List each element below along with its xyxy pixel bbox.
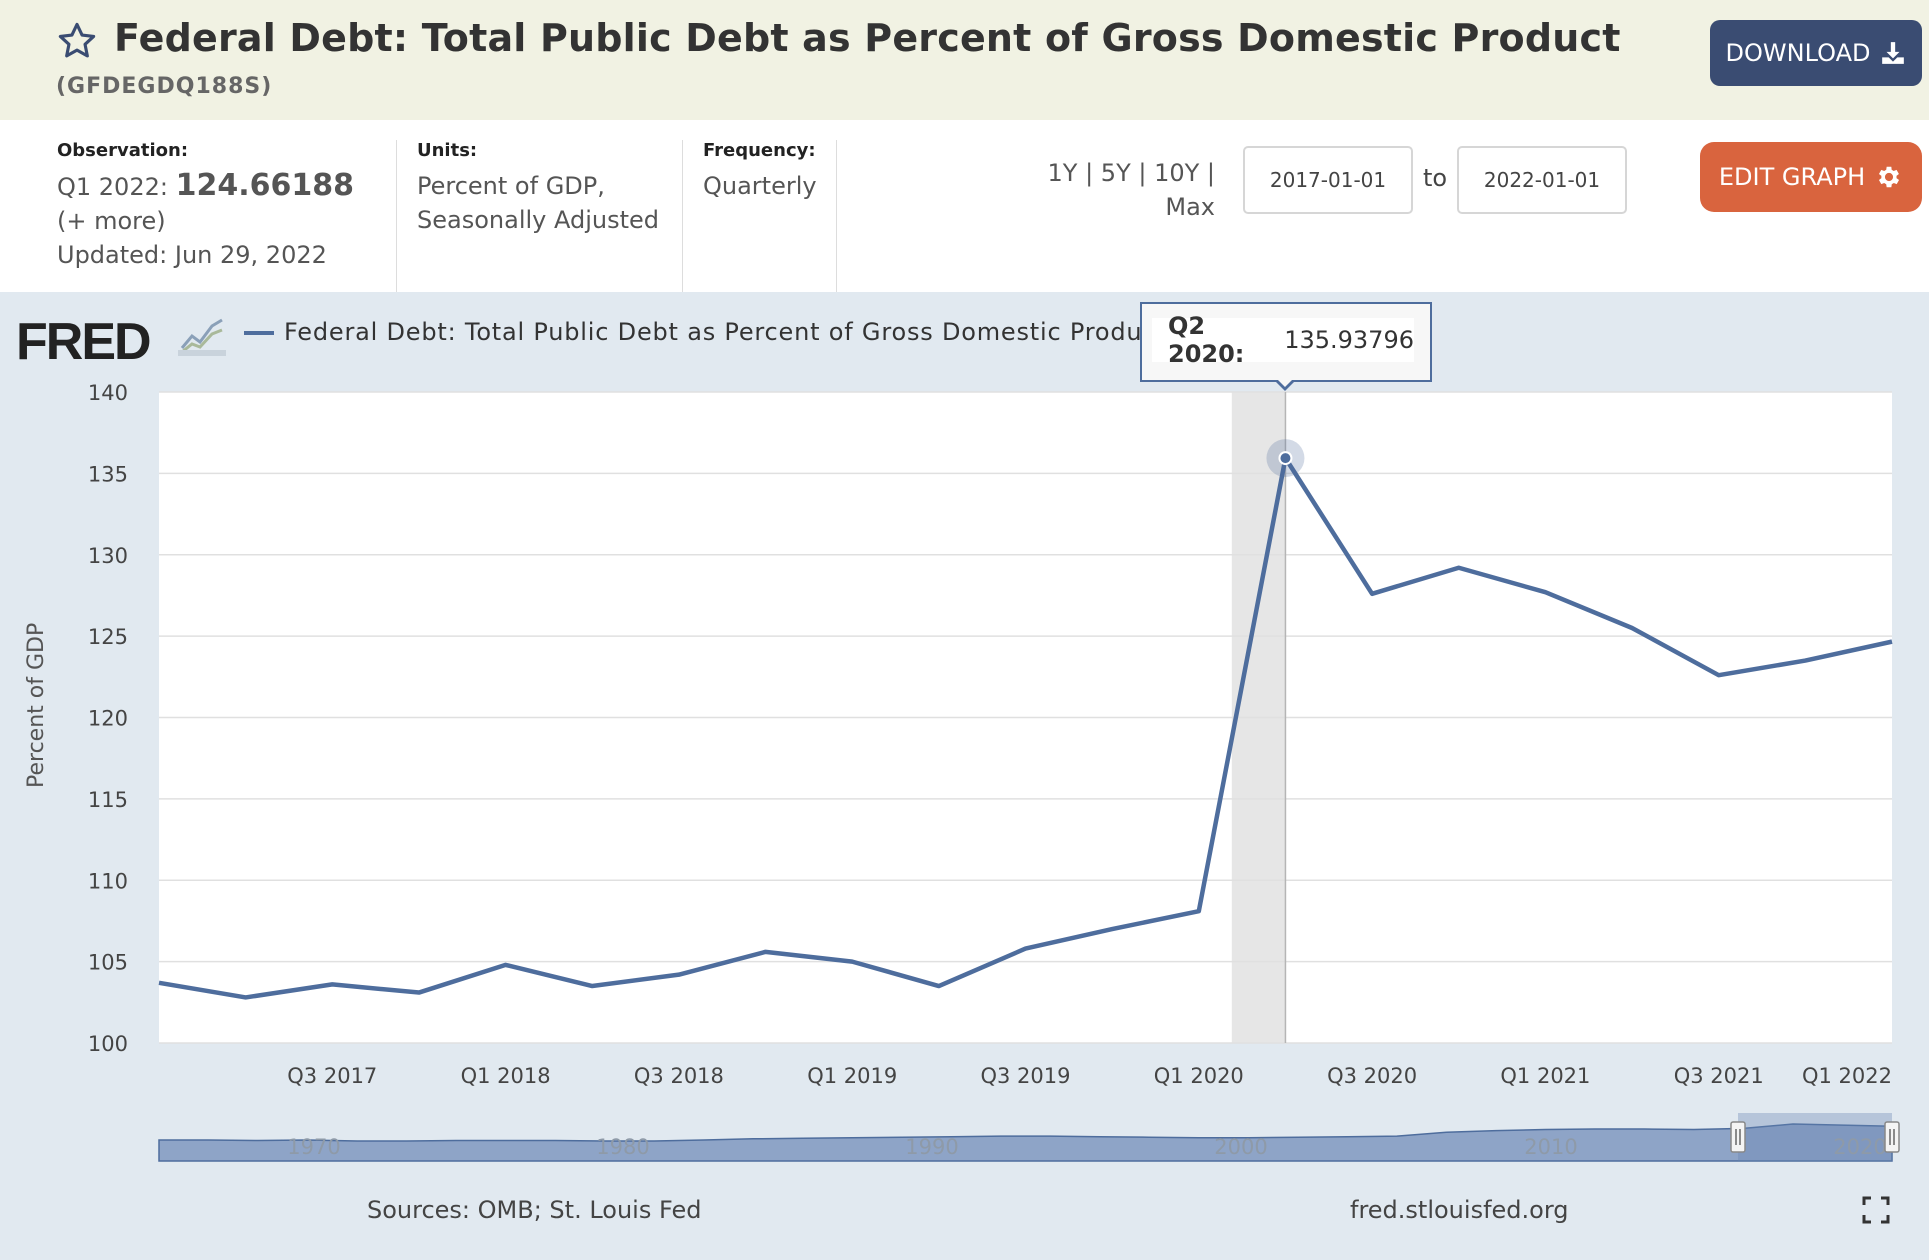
x-tick-label: Q1 2021 <box>1500 1064 1590 1088</box>
y-tick-label: 130 <box>88 544 128 568</box>
hover-point <box>1278 451 1293 466</box>
more-link[interactable]: (+ more) <box>57 207 166 235</box>
units-line-1: Percent of GDP, <box>417 172 605 200</box>
navigator-tick-label: 2020 <box>1833 1135 1886 1159</box>
y-tick-label: 125 <box>88 625 128 649</box>
gear-icon <box>1879 166 1900 188</box>
observation-row: Q1 2022: 124.66188 <box>57 169 354 204</box>
observation-label: Observation: <box>57 140 189 161</box>
navigator-right-handle[interactable] <box>1884 1121 1900 1153</box>
end-date-input[interactable]: 2022-01-01 <box>1457 146 1627 214</box>
to-label: to <box>1423 164 1448 192</box>
download-button[interactable]: DOWNLOAD <box>1710 20 1922 86</box>
star-icon[interactable] <box>56 20 98 62</box>
navigator-tick-label: 1980 <box>596 1135 649 1159</box>
download-label: DOWNLOAD <box>1725 39 1871 67</box>
x-tick-label: Q3 2018 <box>634 1064 724 1088</box>
fred-logo[interactable]: FRED <box>16 313 152 371</box>
units-label: Units: <box>417 140 478 161</box>
y-tick-label: 110 <box>88 869 128 893</box>
navigator-selection <box>1738 1113 1892 1161</box>
y-tick-label: 115 <box>88 788 128 812</box>
y-tick-label: 135 <box>88 462 128 486</box>
download-icon <box>1882 42 1905 64</box>
y-tick-label: 105 <box>88 951 128 975</box>
x-tick-label: Q1 2022 <box>1802 1064 1892 1088</box>
series-line <box>158 455 1893 1000</box>
source-text: Sources: OMB; St. Louis Fed <box>367 1196 702 1224</box>
tooltip: Q2 2020: 135.93796 <box>1140 302 1432 382</box>
chart-trend-icon <box>178 314 226 356</box>
tooltip-arrow-inner <box>1276 378 1294 387</box>
x-tick-label: Q3 2017 <box>287 1064 377 1088</box>
navigator-tick-label: 1990 <box>905 1135 958 1159</box>
frequency-value: Quarterly <box>703 172 817 200</box>
start-date-input[interactable]: 2017-01-01 <box>1243 146 1413 214</box>
observation-value: 124.66188 <box>175 168 354 203</box>
x-tick-label: Q1 2019 <box>807 1064 897 1088</box>
range-selector[interactable]: 1Y | 5Y | 10Y | Max <box>1010 156 1215 224</box>
y-tick-label: 120 <box>88 707 128 731</box>
y-tick-label: 140 <box>88 381 128 405</box>
frequency-label: Frequency: <box>703 140 816 161</box>
edit-graph-label: EDIT GRAPH <box>1718 163 1866 191</box>
observation-period: Q1 2022: <box>57 173 168 201</box>
units-line-2: Seasonally Adjusted <box>417 206 660 234</box>
frequency-block: Frequency: Quarterly <box>703 140 817 203</box>
x-tick-label: Q1 2018 <box>461 1064 551 1088</box>
page-title: Federal Debt: Total Public Debt as Perce… <box>114 16 1621 60</box>
fullscreen-icon[interactable] <box>1862 1196 1890 1224</box>
divider <box>836 140 837 292</box>
page-header: Federal Debt: Total Public Debt as Perce… <box>0 0 1929 120</box>
edit-graph-button[interactable]: EDIT GRAPH <box>1700 142 1922 212</box>
navigator-left-handle[interactable] <box>1730 1121 1746 1153</box>
navigator-series <box>158 1123 1893 1162</box>
y-tick-label: 100 <box>88 1032 128 1056</box>
legend-label[interactable]: Federal Debt: Total Public Debt as Perce… <box>284 318 1164 346</box>
x-tick-label: Q3 2020 <box>1327 1064 1417 1088</box>
range-options[interactable]: 1Y | 5Y | 10Y | <box>1047 159 1215 187</box>
x-tick-label: Q1 2020 <box>1154 1064 1244 1088</box>
navigator-tick-label: 2010 <box>1524 1135 1577 1159</box>
navigator-tick-label: 2000 <box>1214 1135 1267 1159</box>
observation-block: Observation: Q1 2022: 124.66188 (+ more)… <box>57 140 354 272</box>
divider <box>396 140 397 292</box>
divider <box>682 140 683 292</box>
series-id: (GFDEGDQ188S) <box>56 74 273 99</box>
site-link[interactable]: fred.stlouisfed.org <box>1350 1196 1569 1224</box>
units-block: Units: Percent of GDP, Seasonally Adjust… <box>417 140 659 237</box>
updated-date: Updated: Jun 29, 2022 <box>57 241 327 269</box>
navigator-tick-label: 1970 <box>287 1135 340 1159</box>
legend-swatch <box>244 331 274 335</box>
tooltip-value: 135.93796 <box>1284 326 1414 354</box>
x-tick-label: Q3 2021 <box>1674 1064 1764 1088</box>
tooltip-body: Q2 2020: 135.93796 <box>1152 312 1414 368</box>
tooltip-period: Q2 2020: <box>1168 312 1245 368</box>
range-max[interactable]: Max <box>1165 193 1215 221</box>
x-tick-label: Q3 2019 <box>980 1064 1070 1088</box>
